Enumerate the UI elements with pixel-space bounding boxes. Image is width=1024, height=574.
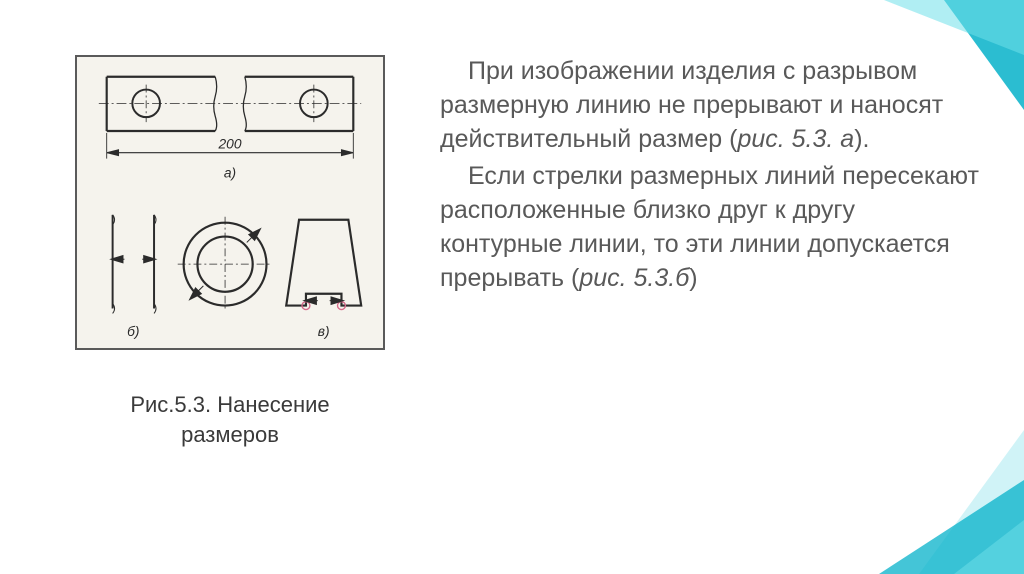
p1-part2: ). — [854, 125, 869, 153]
p2-part1: Если стрелки размерных линий пересекают … — [440, 162, 979, 291]
left-column: 200 а) б) — [0, 0, 420, 574]
p2-part2: ) — [689, 264, 697, 292]
figure-caption: Рис.5.3. Нанесение размеров — [130, 390, 329, 449]
figure-box: 200 а) б) — [75, 55, 385, 350]
label-b: б) — [127, 323, 139, 339]
p1-ref: рис. 5.3. а — [737, 125, 854, 153]
p2-ref: рис. 5.3.б — [579, 264, 689, 292]
right-column: При изображении изделия с разрывом разме… — [420, 0, 1024, 574]
body-text: При изображении изделия с разрывом разме… — [440, 55, 984, 295]
label-a: а) — [224, 164, 236, 180]
engineering-drawing: 200 а) б) — [77, 57, 383, 348]
label-v: в) — [318, 323, 330, 339]
paragraph-1: При изображении изделия с разрывом разме… — [440, 55, 984, 156]
caption-line2: размеров — [181, 422, 279, 447]
dimension-label: 200 — [217, 136, 241, 152]
caption-line1: Рис.5.3. Нанесение — [130, 392, 329, 417]
paragraph-2: Если стрелки размерных линий пересекают … — [440, 160, 984, 295]
slide: 200 а) б) — [0, 0, 1024, 574]
